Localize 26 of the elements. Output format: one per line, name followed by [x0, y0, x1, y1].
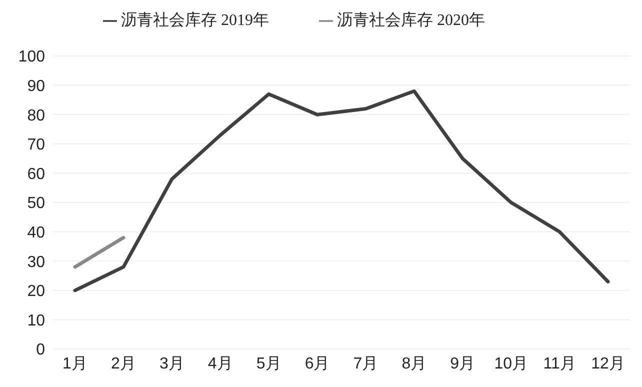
x-tick-label: 9月 [450, 355, 476, 372]
line-series [73, 89, 610, 292]
x-tick-label: 10月 [494, 355, 528, 372]
y-tick-label: 50 [27, 195, 46, 212]
x-tick-label: 1月 [62, 355, 88, 372]
x-tick-label: 6月 [304, 355, 330, 372]
y-tick-label: 70 [27, 136, 46, 154]
y-tick-label: 80 [27, 107, 46, 124]
x-tick-label: 5月 [256, 355, 282, 372]
y-tick-label: 30 [27, 254, 46, 271]
y-tick-label: 100 [18, 48, 46, 66]
x-tick-label: 3月 [159, 355, 184, 372]
y-tick-label: 0 [36, 342, 46, 359]
legend-label: 沥青社会库存 2019年 [121, 12, 269, 29]
x-tick-label: 8月 [402, 355, 427, 372]
y-tick-label: 60 [27, 166, 46, 183]
legend-label: 沥青社会库存 2020年 [337, 12, 485, 29]
x-tick-label: 11月 [543, 355, 576, 372]
y-tick-label: 20 [27, 283, 46, 300]
y-tick-label: 90 [27, 78, 46, 95]
x-tick-label: 4月 [208, 355, 233, 372]
y-tick-label: 40 [27, 224, 46, 242]
x-tick-label: 12月 [591, 355, 625, 372]
x-tick-label: 2月 [111, 355, 136, 372]
x-tick-label: 7月 [353, 355, 378, 372]
y-tick-label: 10 [27, 312, 46, 330]
